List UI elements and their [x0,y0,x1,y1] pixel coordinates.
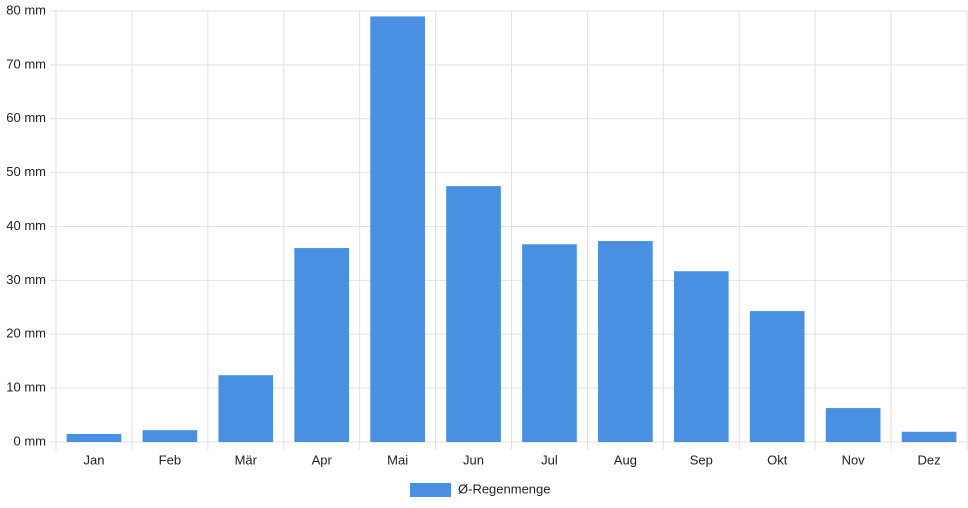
x-tick-label: Mär [235,452,258,467]
bar [370,16,425,442]
x-tick-label: Jan [83,452,104,467]
bar [294,248,350,442]
bar [218,375,274,442]
bar [901,431,957,442]
bar [446,186,501,442]
bar [673,271,729,442]
x-tick-label: Sep [690,452,713,467]
y-tick-label: 10 mm [6,380,46,395]
y-tick-label: 70 mm [6,56,46,71]
bar [142,430,198,442]
bar [598,241,653,442]
bar [749,311,805,442]
x-tick-label: Nov [842,452,866,467]
legend-label: Ø-Regenmenge [458,481,551,496]
y-tick-label: 20 mm [6,326,46,341]
x-tick-label: Aug [614,452,637,467]
x-tick-label: Dez [917,452,940,467]
bar [522,244,577,442]
y-tick-label: 80 mm [6,2,46,17]
bar [825,408,881,442]
y-tick-label: 60 mm [6,110,46,125]
y-tick-label: 0 mm [14,433,47,448]
y-tick-label: 30 mm [6,272,46,287]
y-tick-label: 40 mm [6,218,46,233]
y-tick-label: 50 mm [6,164,46,179]
x-tick-label: Jul [541,452,558,467]
legend-swatch [410,483,451,497]
x-tick-label: Feb [159,452,181,467]
x-tick-label: Mai [387,452,408,467]
x-tick-label: Apr [312,452,333,467]
x-tick-label: Jun [463,452,484,467]
x-tick-label: Okt [767,452,788,467]
bar [66,433,122,442]
